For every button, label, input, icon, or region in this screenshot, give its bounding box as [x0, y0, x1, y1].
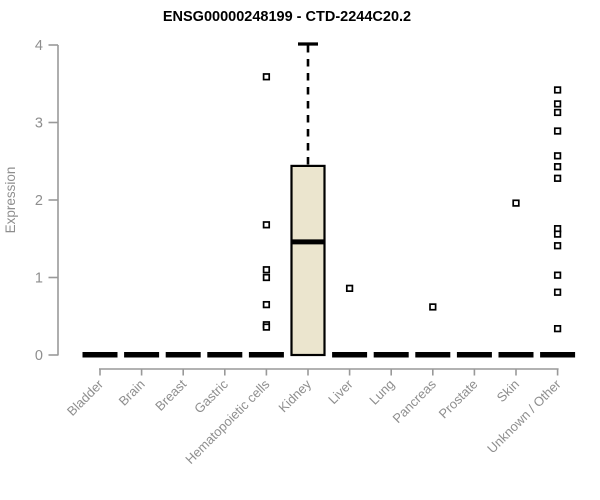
x-category-label: Gastric — [191, 376, 231, 416]
x-category-label: Pancreas — [389, 376, 439, 426]
collapsed-box-brain — [124, 352, 160, 358]
y-tick-label: 2 — [35, 193, 43, 209]
collapsed-box-liver — [332, 352, 368, 358]
collapsed-box-unknown-other — [540, 352, 576, 358]
x-category-label: Liver — [325, 376, 356, 407]
y-tick-label: 4 — [35, 38, 43, 54]
collapsed-box-breast — [165, 352, 201, 358]
outlier-point — [553, 100, 562, 108]
collapsed-box-pancreas — [415, 352, 451, 358]
outlier-point — [429, 303, 437, 311]
y-axis-title: Expression — [3, 167, 18, 234]
x-category-label: Brain — [116, 377, 148, 409]
outlier-point — [262, 273, 271, 282]
y-tick-label: 0 — [35, 348, 43, 364]
x-category-label: Prostate — [436, 377, 481, 422]
y-tick-label: 3 — [35, 116, 43, 132]
outlier-point — [553, 325, 562, 333]
outlier-point — [262, 266, 271, 274]
collapsed-box-bladder — [82, 352, 118, 358]
outlier-point — [553, 163, 562, 171]
outlier-point — [553, 174, 562, 182]
collapsed-box-prostate — [456, 352, 492, 358]
collapsed-box-lung — [373, 352, 409, 358]
boxes-group — [82, 42, 576, 358]
outlier-point — [262, 323, 271, 331]
axes-group: 0 1 2 3 4 — [35, 38, 559, 376]
x-category-label: Skin — [494, 377, 522, 405]
outliers-group — [262, 73, 562, 333]
x-category-label: Breast — [152, 376, 189, 413]
outlier-point — [345, 284, 354, 292]
x-category-label: Lung — [366, 377, 397, 408]
outlier-point — [553, 127, 562, 135]
chart-title: ENSG00000248199 - CTD-2244C20.2 — [163, 9, 411, 25]
y-tick-label: 1 — [35, 271, 43, 287]
x-category-label: Bladder — [64, 376, 107, 419]
outlier-point — [553, 288, 562, 296]
outlier-point — [512, 199, 520, 207]
collapsed-box-skin — [498, 352, 534, 358]
outlier-point — [553, 230, 562, 238]
x-category-label: Kidney — [275, 376, 314, 415]
outlier-point — [553, 242, 562, 250]
outlier-point — [553, 108, 562, 117]
outlier-point — [262, 300, 271, 309]
outlier-point — [553, 152, 562, 160]
outlier-point — [553, 271, 562, 279]
outlier-point — [553, 86, 562, 94]
outlier-point — [262, 221, 271, 229]
outlier-point — [262, 73, 271, 81]
box-kidney — [290, 164, 326, 357]
collapsed-box-gastric — [207, 352, 243, 358]
collapsed-box-hematopoietic-cells — [248, 352, 284, 358]
x-category-label: Unknown / Other — [484, 376, 564, 456]
